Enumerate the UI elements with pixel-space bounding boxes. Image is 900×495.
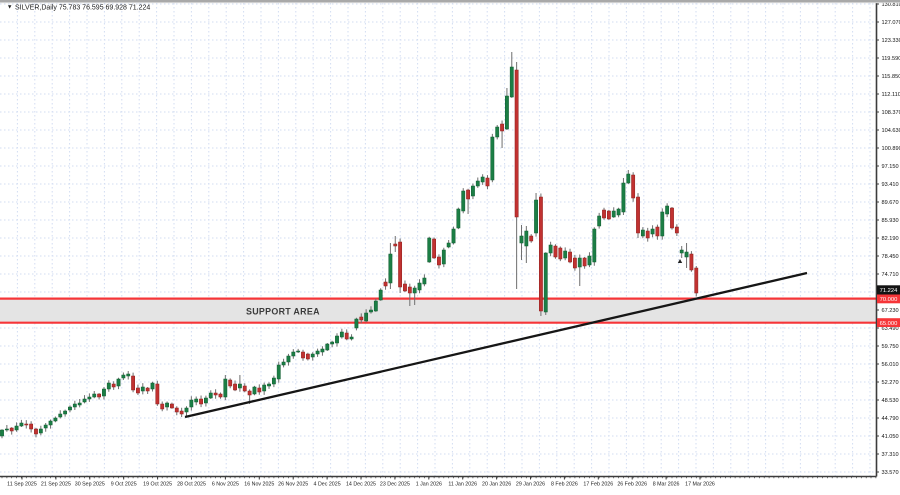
svg-text:30 Sep 2025: 30 Sep 2025 [75, 482, 105, 488]
svg-text:52.270: 52.270 [882, 380, 899, 386]
svg-text:85.930: 85.930 [882, 218, 899, 224]
svg-text:37.310: 37.310 [882, 452, 899, 458]
svg-text:71.224: 71.224 [880, 288, 899, 294]
svg-text:21 Sep 2025: 21 Sep 2025 [41, 482, 71, 488]
svg-text:8 Feb 2026: 8 Feb 2026 [551, 482, 578, 488]
svg-text:89.670: 89.670 [882, 200, 899, 206]
svg-text:78.450: 78.450 [882, 254, 899, 260]
svg-text:82.190: 82.190 [882, 236, 899, 242]
svg-text:100.890: 100.890 [882, 146, 900, 152]
svg-text:28 Oct 2025: 28 Oct 2025 [177, 482, 206, 488]
svg-text:26 Nov 2025: 26 Nov 2025 [278, 482, 308, 488]
svg-text:44.790: 44.790 [882, 416, 899, 422]
svg-text:70.000: 70.000 [880, 297, 898, 303]
svg-text:SUPPORT AREA: SUPPORT AREA [246, 307, 320, 317]
svg-text:112.110: 112.110 [882, 92, 900, 98]
svg-text:SILVER,Daily 75.783 76.595 69: SILVER,Daily 75.783 76.595 69.928 71.224 [15, 5, 150, 12]
svg-text:123.330: 123.330 [882, 38, 900, 44]
svg-text:4 Dec 2025: 4 Dec 2025 [314, 482, 341, 488]
svg-text:1 Jan 2026: 1 Jan 2026 [416, 482, 442, 488]
svg-text:41.050: 41.050 [882, 434, 899, 440]
svg-text:16 Nov 2025: 16 Nov 2025 [244, 482, 274, 488]
svg-text:56.010: 56.010 [882, 362, 899, 368]
svg-text:26 Feb 2026: 26 Feb 2026 [617, 482, 647, 488]
svg-text:48.530: 48.530 [882, 398, 899, 404]
svg-text:97.150: 97.150 [882, 164, 899, 170]
svg-text:29 Jan 2026: 29 Jan 2026 [516, 482, 545, 488]
svg-text:108.370: 108.370 [882, 110, 900, 116]
svg-text:33.570: 33.570 [882, 470, 899, 476]
svg-text:14 Dec 2025: 14 Dec 2025 [346, 482, 376, 488]
svg-text:9 Oct 2025: 9 Oct 2025 [111, 482, 137, 488]
svg-text:17 Feb 2026: 17 Feb 2026 [583, 482, 613, 488]
svg-text:11 Jan 2026: 11 Jan 2026 [448, 482, 477, 488]
svg-text:119.590: 119.590 [882, 56, 900, 62]
svg-text:74.710: 74.710 [882, 272, 899, 278]
svg-text:17 Mar 2026: 17 Mar 2026 [685, 482, 715, 488]
svg-text:67.230: 67.230 [882, 308, 899, 314]
svg-text:8 Mar 2026: 8 Mar 2026 [653, 482, 680, 488]
svg-text:20 Jan 2026: 20 Jan 2026 [482, 482, 511, 488]
svg-text:104.630: 104.630 [882, 128, 900, 134]
svg-text:59.750: 59.750 [882, 344, 899, 350]
svg-text:19 Oct 2025: 19 Oct 2025 [143, 482, 172, 488]
svg-text:23 Dec 2025: 23 Dec 2025 [380, 482, 410, 488]
svg-text:115.850: 115.850 [882, 74, 900, 80]
svg-text:11 Sep 2025: 11 Sep 2025 [7, 482, 37, 488]
svg-text:93.410: 93.410 [882, 182, 899, 188]
svg-text:127.070: 127.070 [882, 20, 900, 26]
svg-text:6 Nov 2025: 6 Nov 2025 [212, 482, 239, 488]
svg-text:65.000: 65.000 [880, 321, 898, 327]
